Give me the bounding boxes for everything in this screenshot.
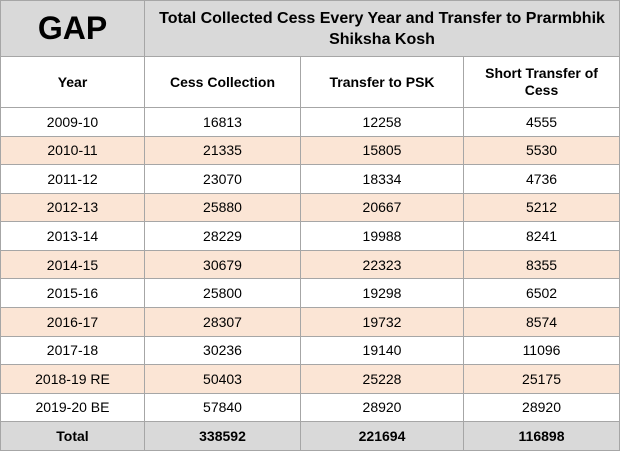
total-cess-collection-cell: 338592 [144, 421, 301, 451]
year-cell: 2013-14 [0, 221, 145, 251]
table-row: 2017-18 30236 19140 11096 [0, 335, 620, 366]
transfer-to-psk-cell: 28920 [300, 392, 464, 423]
short-transfer-cell: 8241 [462, 221, 620, 251]
cess-collection-cell: 30679 [144, 249, 301, 280]
cess-collection-cell: 25880 [144, 192, 301, 223]
short-transfer-cell: 6502 [462, 278, 620, 308]
transfer-to-psk-cell: 20667 [300, 192, 464, 223]
cess-collection-cell: 50403 [144, 364, 301, 394]
header-row: Year Cess Collection Transfer to PSK Sho… [0, 56, 620, 108]
transfer-to-psk-cell: 22323 [300, 249, 464, 280]
cess-collection-cell: 16813 [144, 106, 301, 137]
cess-collection-cell: 28229 [144, 221, 301, 251]
year-cell: 2015-16 [0, 278, 145, 308]
cess-collection-cell: 25800 [144, 278, 301, 308]
total-row: Total 338592 221694 116898 [0, 421, 620, 451]
cess-collection-cell: 57840 [144, 392, 301, 423]
year-cell: 2014-15 [0, 249, 145, 280]
short-transfer-cell: 25175 [462, 364, 620, 394]
table-row: 2010-11 21335 15805 5530 [0, 135, 620, 166]
transfer-to-psk-cell: 15805 [300, 135, 464, 166]
year-cell: 2010-11 [0, 135, 145, 166]
table-row: 2016-17 28307 19732 8574 [0, 306, 620, 337]
transfer-to-psk-cell: 19140 [300, 335, 464, 366]
year-cell: 2011-12 [0, 164, 145, 194]
title-row: GAP Total Collected Cess Every Year and … [0, 0, 620, 58]
short-transfer-cell: 4555 [462, 106, 620, 137]
column-header-short-transfer: Short Transfer of Cess [462, 56, 620, 108]
transfer-to-psk-cell: 25228 [300, 364, 464, 394]
short-transfer-cell: 8355 [462, 249, 620, 280]
year-cell: 2016-17 [0, 306, 145, 337]
table-row: 2011-12 23070 18334 4736 [0, 164, 620, 194]
short-transfer-cell: 11096 [462, 335, 620, 366]
short-transfer-cell: 5530 [462, 135, 620, 166]
transfer-to-psk-cell: 18334 [300, 164, 464, 194]
year-cell: 2019-20 BE [0, 392, 145, 423]
transfer-to-psk-cell: 19732 [300, 306, 464, 337]
short-transfer-cell: 28920 [462, 392, 620, 423]
table-row: 2009-10 16813 12258 4555 [0, 106, 620, 137]
transfer-to-psk-cell: 19988 [300, 221, 464, 251]
year-cell: 2018-19 RE [0, 364, 145, 394]
transfer-to-psk-cell: 12258 [300, 106, 464, 137]
year-cell: 2012-13 [0, 192, 145, 223]
total-transfer-to-psk-cell: 221694 [300, 421, 464, 451]
table-row: 2013-14 28229 19988 8241 [0, 221, 620, 251]
total-short-transfer-cell: 116898 [462, 421, 620, 451]
short-transfer-cell: 4736 [462, 164, 620, 194]
table-row: 2014-15 30679 22323 8355 [0, 249, 620, 280]
transfer-to-psk-cell: 19298 [300, 278, 464, 308]
cess-collection-cell: 21335 [144, 135, 301, 166]
cess-collection-cell: 28307 [144, 306, 301, 337]
year-cell: 2017-18 [0, 335, 145, 366]
table-row: 2018-19 RE 50403 25228 25175 [0, 364, 620, 394]
cess-collection-cell: 23070 [144, 164, 301, 194]
cess-collection-cell: 30236 [144, 335, 301, 366]
table-row: 2015-16 25800 19298 6502 [0, 278, 620, 308]
total-year-cell: Total [0, 421, 145, 451]
short-transfer-cell: 8574 [462, 306, 620, 337]
short-transfer-cell: 5212 [462, 192, 620, 223]
column-header-year: Year [0, 56, 145, 108]
gap-label: GAP [0, 0, 145, 58]
table-row: 2012-13 25880 20667 5212 [0, 192, 620, 223]
table-row: 2019-20 BE 57840 28920 28920 [0, 392, 620, 423]
column-header-transfer-to-psk: Transfer to PSK [300, 56, 464, 108]
table-title: Total Collected Cess Every Year and Tran… [143, 0, 620, 58]
column-header-cess-collection: Cess Collection [144, 56, 301, 108]
year-cell: 2009-10 [0, 106, 145, 137]
